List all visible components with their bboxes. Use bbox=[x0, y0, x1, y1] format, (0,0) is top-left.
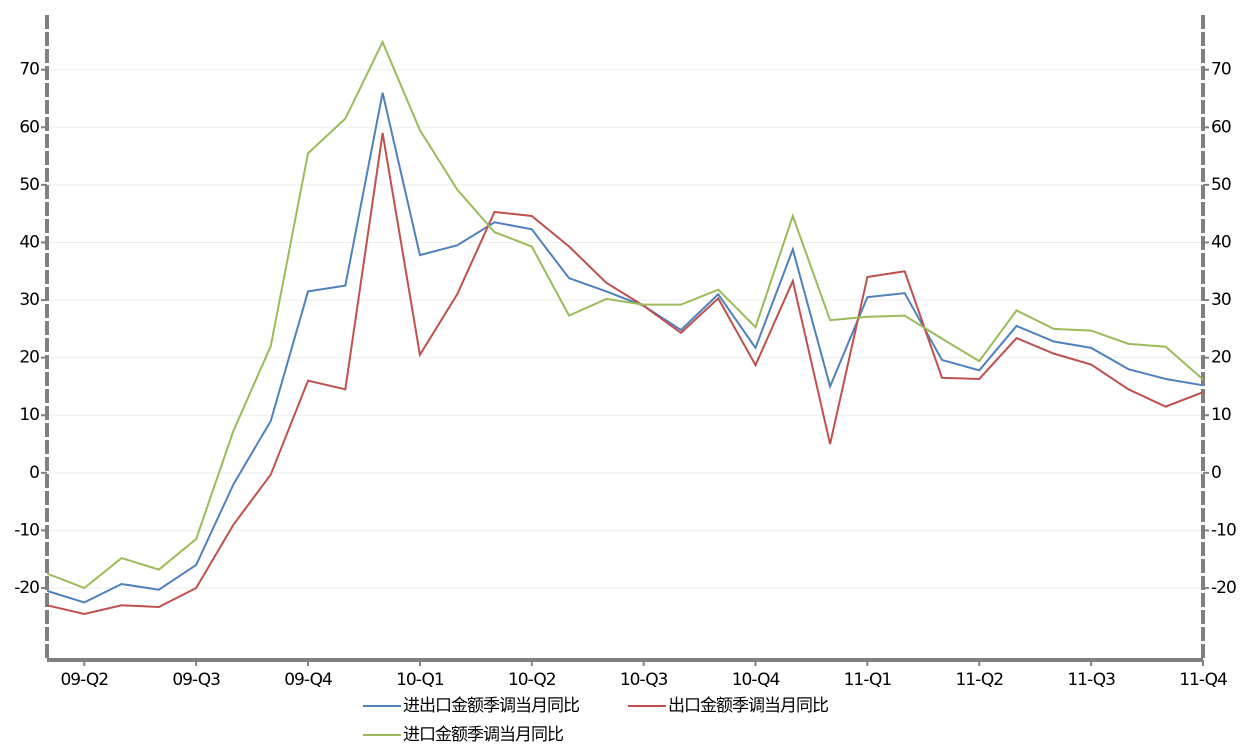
y-tick-label: -20 bbox=[14, 578, 39, 598]
x-tick-label: 10-Q1 bbox=[396, 670, 444, 690]
y2-tick-label: 40 bbox=[1211, 232, 1231, 252]
x-tick-label: 10-Q4 bbox=[732, 670, 780, 690]
y-tick-label: 40 bbox=[19, 232, 39, 252]
legend-label: 进口金额季调当月同比 bbox=[403, 725, 563, 745]
y2-tick-label: 0 bbox=[1211, 463, 1221, 483]
x-tick-label: 11-Q3 bbox=[1067, 670, 1115, 690]
y-tick-label: 20 bbox=[19, 348, 39, 368]
y2-tick-label: 20 bbox=[1211, 348, 1231, 368]
x-tick-label: 11-Q4 bbox=[1179, 670, 1227, 690]
y-tick-label: 0 bbox=[29, 463, 39, 483]
y2-tick-label: 60 bbox=[1211, 117, 1231, 137]
y-tick-label: 50 bbox=[19, 175, 39, 195]
y2-tick-label: -20 bbox=[1211, 578, 1236, 598]
y2-tick-label: 30 bbox=[1211, 290, 1231, 310]
y2-tick-label: -10 bbox=[1211, 520, 1236, 540]
legend-label: 出口金额季调当月同比 bbox=[668, 696, 828, 716]
y2-tick-label: 50 bbox=[1211, 175, 1231, 195]
x-tick-label: 10-Q2 bbox=[508, 670, 556, 690]
y2-tick-label: 70 bbox=[1211, 60, 1231, 80]
series-line bbox=[46, 92, 1204, 604]
x-tick-label: 11-Q1 bbox=[844, 670, 892, 690]
x-tick-label: 11-Q2 bbox=[955, 670, 1003, 690]
y-tick-label: 10 bbox=[19, 405, 39, 425]
x-tick-label: 09-Q4 bbox=[284, 670, 332, 690]
y-tick-label: 30 bbox=[19, 290, 39, 310]
series-line bbox=[46, 132, 1204, 615]
series-line bbox=[46, 39, 1204, 590]
x-tick-label: 10-Q3 bbox=[620, 670, 668, 690]
x-tick-label: 09-Q2 bbox=[60, 670, 108, 690]
y-tick-label: 70 bbox=[19, 60, 39, 80]
y2-tick-label: 10 bbox=[1211, 405, 1231, 425]
y-tick-label: -10 bbox=[14, 520, 39, 540]
x-tick-label: 09-Q3 bbox=[172, 670, 220, 690]
legend-label: 进出口金额季调当月同比 bbox=[403, 696, 579, 716]
y-tick-label: 60 bbox=[19, 117, 39, 137]
